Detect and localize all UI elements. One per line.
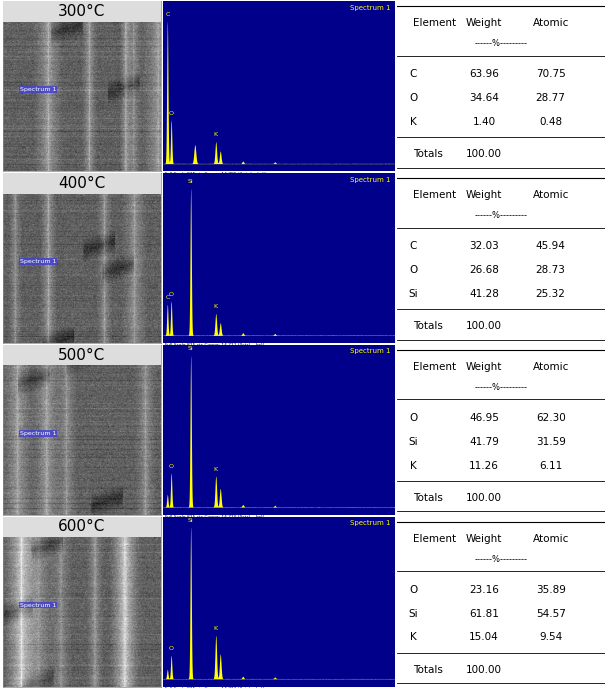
Text: ------%---------: ------%--------- bbox=[474, 211, 527, 220]
Text: O: O bbox=[168, 646, 174, 651]
Text: ------%---------: ------%--------- bbox=[474, 39, 527, 48]
Text: Si: Si bbox=[188, 179, 193, 184]
Text: 26.68: 26.68 bbox=[469, 265, 499, 275]
Text: 400°C: 400°C bbox=[58, 176, 105, 191]
Text: 35.89: 35.89 bbox=[536, 585, 565, 594]
Bar bbox=[3, 1, 161, 22]
Text: 28.77: 28.77 bbox=[536, 94, 565, 103]
Text: Spectrum 1: Spectrum 1 bbox=[19, 87, 56, 92]
Text: 600°C: 600°C bbox=[58, 519, 105, 535]
Text: Weight: Weight bbox=[466, 19, 502, 28]
Text: 45.94: 45.94 bbox=[536, 241, 565, 251]
Text: Si: Si bbox=[408, 289, 418, 299]
Text: O: O bbox=[168, 464, 174, 469]
Text: O: O bbox=[168, 111, 174, 116]
Text: 34.64: 34.64 bbox=[469, 94, 499, 103]
Text: Full Scale 825 cts Cursor: 14.785 (1 cts)    keV: Full Scale 825 cts Cursor: 14.785 (1 cts… bbox=[165, 171, 265, 175]
Text: K: K bbox=[214, 626, 218, 631]
Text: C: C bbox=[410, 69, 417, 80]
Text: Totals: Totals bbox=[413, 665, 443, 675]
Text: 11.26: 11.26 bbox=[469, 460, 499, 471]
Text: 62.30: 62.30 bbox=[536, 413, 565, 423]
Text: Element: Element bbox=[413, 362, 456, 372]
Text: 63.96: 63.96 bbox=[469, 69, 499, 80]
Text: K: K bbox=[410, 632, 417, 643]
Text: 25.32: 25.32 bbox=[536, 289, 565, 299]
Text: 70.75: 70.75 bbox=[536, 69, 565, 80]
Text: 1.40: 1.40 bbox=[473, 117, 496, 127]
Text: Full Scale 825 cts Cursor: 14.711 (0cts)    keV: Full Scale 825 cts Cursor: 14.711 (0cts)… bbox=[165, 687, 264, 688]
Text: K: K bbox=[214, 466, 218, 471]
Text: 32.03: 32.03 bbox=[469, 241, 499, 251]
Text: 100.00: 100.00 bbox=[466, 321, 502, 331]
Text: 41.28: 41.28 bbox=[469, 289, 499, 299]
Text: C: C bbox=[165, 295, 170, 300]
Bar bbox=[3, 173, 161, 193]
Text: Totals: Totals bbox=[413, 149, 443, 160]
Text: Weight: Weight bbox=[466, 190, 502, 200]
Text: Weight: Weight bbox=[466, 362, 502, 372]
Text: Spectrum 1: Spectrum 1 bbox=[19, 259, 56, 264]
Text: 54.57: 54.57 bbox=[536, 608, 565, 619]
Bar bbox=[3, 345, 161, 365]
Text: Atomic: Atomic bbox=[533, 362, 569, 372]
Text: Spectrum 1: Spectrum 1 bbox=[350, 520, 390, 526]
Text: 28.73: 28.73 bbox=[536, 265, 565, 275]
Text: 61.81: 61.81 bbox=[469, 608, 499, 619]
Text: Element: Element bbox=[413, 19, 456, 28]
Text: 300°C: 300°C bbox=[58, 4, 105, 19]
Text: 31.59: 31.59 bbox=[536, 437, 565, 447]
Text: K: K bbox=[214, 132, 218, 138]
Text: ------%---------: ------%--------- bbox=[474, 555, 527, 563]
Text: O: O bbox=[409, 265, 418, 275]
Text: 500°C: 500°C bbox=[58, 347, 105, 363]
Text: Element: Element bbox=[413, 534, 456, 544]
Text: Spectrum 1: Spectrum 1 bbox=[350, 348, 390, 354]
Text: Spectrum 1: Spectrum 1 bbox=[19, 431, 56, 436]
Text: K: K bbox=[214, 304, 218, 309]
Text: 46.95: 46.95 bbox=[469, 413, 499, 423]
Text: Totals: Totals bbox=[413, 493, 443, 503]
Text: Full Scale 825 cts Cursor: 14.711 (0cts)    keV: Full Scale 825 cts Cursor: 14.711 (0cts)… bbox=[165, 343, 264, 347]
Text: ------%---------: ------%--------- bbox=[474, 383, 527, 392]
Text: K: K bbox=[410, 117, 417, 127]
Text: Full Scale 825 cts Cursor: 14.710 (0cts)    keV: Full Scale 825 cts Cursor: 14.710 (0cts)… bbox=[165, 515, 264, 519]
Text: 6.11: 6.11 bbox=[539, 460, 562, 471]
Text: Element: Element bbox=[413, 190, 456, 200]
Text: O: O bbox=[409, 585, 418, 594]
Text: Si: Si bbox=[188, 346, 193, 351]
Text: 100.00: 100.00 bbox=[466, 493, 502, 503]
Bar bbox=[3, 517, 161, 537]
Text: 100.00: 100.00 bbox=[466, 665, 502, 675]
Text: C: C bbox=[410, 241, 417, 251]
Text: K: K bbox=[410, 460, 417, 471]
Text: O: O bbox=[409, 413, 418, 423]
Text: Atomic: Atomic bbox=[533, 534, 569, 544]
Text: O: O bbox=[168, 292, 174, 297]
Text: Weight: Weight bbox=[466, 534, 502, 544]
Text: Totals: Totals bbox=[413, 321, 443, 331]
Text: Si: Si bbox=[408, 437, 418, 447]
Text: 100.00: 100.00 bbox=[466, 149, 502, 160]
Text: Atomic: Atomic bbox=[533, 19, 569, 28]
Text: 15.04: 15.04 bbox=[469, 632, 499, 643]
Text: Si: Si bbox=[408, 608, 418, 619]
Text: Si: Si bbox=[188, 518, 193, 523]
Text: C: C bbox=[165, 12, 170, 17]
Text: Atomic: Atomic bbox=[533, 190, 569, 200]
Text: 41.79: 41.79 bbox=[469, 437, 499, 447]
Text: Spectrum 1: Spectrum 1 bbox=[19, 603, 56, 608]
Text: 0.48: 0.48 bbox=[539, 117, 562, 127]
Text: O: O bbox=[409, 94, 418, 103]
Text: Spectrum 1: Spectrum 1 bbox=[350, 5, 390, 11]
Text: Spectrum 1: Spectrum 1 bbox=[350, 177, 390, 182]
Text: 23.16: 23.16 bbox=[469, 585, 499, 594]
Text: 9.54: 9.54 bbox=[539, 632, 562, 643]
